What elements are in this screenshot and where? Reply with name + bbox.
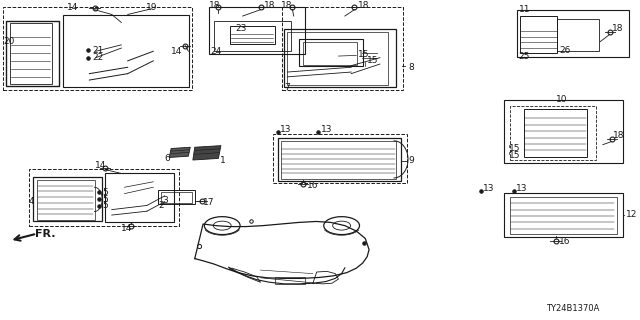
Text: 15: 15 xyxy=(367,56,379,65)
Text: 16: 16 xyxy=(307,181,318,190)
Text: 15: 15 xyxy=(358,50,369,59)
Text: 13: 13 xyxy=(483,184,495,193)
Bar xyxy=(10,23,52,84)
Text: 19: 19 xyxy=(145,3,157,12)
Bar xyxy=(509,106,596,160)
Text: 18: 18 xyxy=(358,1,369,10)
Text: 3: 3 xyxy=(162,196,168,204)
Bar xyxy=(524,109,588,157)
Polygon shape xyxy=(169,147,190,157)
Text: 13: 13 xyxy=(280,125,292,134)
Bar xyxy=(281,140,396,179)
Text: 14: 14 xyxy=(122,224,132,233)
Text: 7: 7 xyxy=(284,83,290,92)
Text: 18: 18 xyxy=(281,1,292,10)
Text: 21: 21 xyxy=(93,46,104,55)
Text: 22: 22 xyxy=(93,53,104,62)
Text: 11: 11 xyxy=(518,4,530,13)
Bar xyxy=(63,15,189,87)
Text: 17: 17 xyxy=(203,198,214,207)
Bar xyxy=(214,21,291,51)
Text: 5: 5 xyxy=(102,188,108,196)
Bar xyxy=(3,7,191,90)
Text: 23: 23 xyxy=(235,24,246,33)
Bar xyxy=(209,7,305,54)
Text: 16: 16 xyxy=(559,237,571,246)
Bar xyxy=(273,134,408,183)
Text: 4: 4 xyxy=(29,197,35,206)
Text: 18: 18 xyxy=(264,1,275,10)
Bar xyxy=(520,16,557,53)
Text: 2: 2 xyxy=(158,201,164,210)
Bar xyxy=(509,196,617,234)
Text: 18: 18 xyxy=(209,1,221,10)
Text: 14: 14 xyxy=(67,3,79,12)
Text: 8: 8 xyxy=(409,63,415,72)
Text: 25: 25 xyxy=(518,52,530,60)
Bar xyxy=(106,173,174,222)
Text: 14: 14 xyxy=(95,161,106,170)
Bar xyxy=(282,7,403,90)
Bar xyxy=(37,180,95,220)
Polygon shape xyxy=(193,146,221,160)
Text: FR.: FR. xyxy=(35,229,56,239)
Text: 15: 15 xyxy=(509,151,520,160)
Text: 13: 13 xyxy=(321,125,332,134)
Bar xyxy=(33,177,102,221)
Bar xyxy=(284,29,396,87)
Text: 20: 20 xyxy=(3,37,15,46)
Text: 9: 9 xyxy=(409,156,415,164)
Bar xyxy=(158,190,195,204)
Bar xyxy=(6,21,59,86)
Bar xyxy=(517,10,629,57)
Bar xyxy=(230,26,275,44)
Bar xyxy=(278,138,401,180)
Bar xyxy=(504,193,623,237)
Text: 18: 18 xyxy=(612,24,623,33)
Bar xyxy=(303,42,357,65)
Bar xyxy=(275,277,305,284)
Bar xyxy=(161,192,191,203)
Bar xyxy=(287,32,388,85)
Text: 6: 6 xyxy=(164,154,170,163)
Text: 26: 26 xyxy=(559,46,571,55)
Text: 13: 13 xyxy=(516,184,527,193)
Bar xyxy=(504,100,623,163)
Bar xyxy=(29,169,179,226)
Text: 12: 12 xyxy=(626,210,637,219)
Text: 10: 10 xyxy=(556,95,567,104)
Text: 15: 15 xyxy=(509,144,520,153)
Text: TY24B1370A: TY24B1370A xyxy=(546,304,599,313)
Bar xyxy=(299,39,363,66)
Text: 18: 18 xyxy=(613,131,625,140)
Text: 5: 5 xyxy=(102,195,108,204)
Text: 24: 24 xyxy=(211,47,222,56)
Text: 14: 14 xyxy=(171,47,182,56)
Text: 5: 5 xyxy=(102,201,108,210)
Text: 1: 1 xyxy=(220,156,226,164)
Bar xyxy=(557,19,599,51)
